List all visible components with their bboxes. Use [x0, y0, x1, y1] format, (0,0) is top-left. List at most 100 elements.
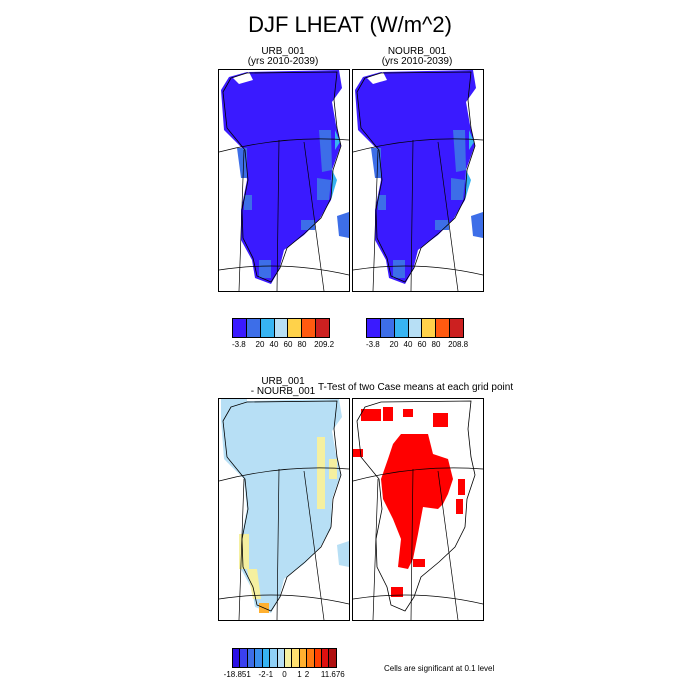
diff-map-panel	[218, 398, 350, 621]
longitude-lines	[238, 139, 325, 291]
diff-title-line1: URB_001	[261, 376, 305, 387]
diff-title-line2: - NOURB_001	[250, 386, 316, 397]
diff-colorbar-swatch	[284, 649, 293, 667]
latitude-line	[219, 138, 349, 153]
ttest-panel-title: T-Test of two Case means at each grid po…	[318, 382, 514, 393]
difference-cells-top	[221, 399, 247, 419]
nourb-colorbar-label: 80	[431, 340, 441, 349]
nourb-colorbar-label: -3.8	[365, 340, 380, 349]
coastline	[356, 400, 476, 612]
diff-colorbar-label: 11.676	[320, 670, 345, 679]
longitude-lines	[372, 139, 459, 291]
urb-colorbar-swatches	[232, 318, 330, 338]
latitude-line	[353, 138, 483, 153]
nourb-colorbar-label: 208.8	[448, 340, 469, 349]
urb-title-line2: (yrs 2010-2039)	[247, 56, 319, 67]
diff-map	[219, 399, 349, 620]
neighbour-land	[337, 212, 349, 238]
diff-colorbar-swatch	[262, 649, 271, 667]
urb-colorbar-labels: -3.8 20 40 60 80 209.2	[231, 338, 334, 350]
diff-colorbar: -18.851 -2 -1 0 1 2 11.676	[224, 648, 345, 680]
nourb-title-line1: NOURB_001	[387, 46, 447, 57]
urb-colorbar-swatch	[316, 319, 330, 337]
nourb-colorbar-label: 60	[417, 340, 427, 349]
longitude-lines	[372, 468, 459, 620]
latitude-line	[219, 265, 349, 276]
urb-map-panel	[218, 69, 350, 292]
unfilled-gap	[367, 72, 387, 84]
nourb-colorbar-swatch	[422, 319, 437, 337]
latitude-line	[353, 265, 483, 276]
edge-cells	[371, 130, 466, 278]
nourb-colorbar: -3.8 20 40 60 80 208.8	[365, 318, 468, 350]
diff-colorbar-swatch	[255, 649, 263, 667]
nourb-map	[353, 70, 483, 291]
latitude-line	[219, 467, 349, 482]
figure-title: DJF LHEAT (W/m^2)	[248, 12, 452, 37]
nourb-colorbar-swatch	[450, 319, 464, 337]
nourb-map-panel	[352, 69, 484, 292]
urb-colorbar-swatch	[288, 319, 303, 337]
diff-colorbar-swatch	[307, 649, 315, 667]
diff-colorbar-swatch	[292, 649, 300, 667]
diff-colorbar-label: 2	[304, 670, 310, 679]
urb-panel-title: URB_001 (yrs 2010-2039)	[218, 47, 348, 67]
urb-colorbar-label: -3.8	[231, 340, 246, 349]
significance-note: Cells are significant at 0.1 level	[384, 664, 495, 673]
ice-region	[221, 70, 342, 284]
diff-colorbar-swatch	[233, 649, 241, 667]
edge-cells-light	[465, 130, 474, 200]
diff-colorbar-swatch	[299, 649, 308, 667]
latitude-line	[353, 594, 483, 605]
unfilled-gap	[233, 72, 253, 84]
diff-colorbar-swatch	[314, 649, 323, 667]
diff-colorbar-label: 0	[282, 670, 287, 679]
diff-colorbar-swatch	[240, 649, 248, 667]
diff-colorbar-swatch	[270, 649, 278, 667]
ttest-map-panel	[352, 398, 484, 621]
urb-colorbar-swatch	[302, 319, 317, 337]
edge-cells	[237, 130, 332, 278]
diff-colorbar-label: -18.851	[223, 670, 251, 679]
urb-colorbar-label: 80	[297, 340, 307, 349]
diff-panel-title: URB_001 - NOURB_001	[218, 377, 348, 397]
nourb-colorbar-labels: -3.8 20 40 60 80 208.8	[365, 338, 468, 350]
urb-colorbar-swatch	[246, 319, 261, 337]
diff-colorbar-label: -1	[265, 670, 274, 679]
latitude-line	[219, 594, 349, 605]
urb-colorbar-swatch	[260, 319, 275, 337]
nourb-colorbar-swatch	[408, 319, 423, 337]
ttest-map	[353, 400, 483, 620]
nourb-title-line2: (yrs 2010-2039)	[381, 56, 453, 67]
coastline	[356, 71, 476, 283]
urb-title-line1: URB_001	[261, 46, 305, 57]
significant-cells	[381, 434, 453, 569]
nourb-panel-title: NOURB_001 (yrs 2010-2039)	[352, 47, 482, 67]
neighbour-land	[471, 212, 483, 238]
diff-colorbar-swatches	[232, 648, 337, 668]
ice-region	[355, 70, 476, 284]
nourb-colorbar-swatches	[366, 318, 464, 338]
urb-colorbar-label: 209.2	[314, 340, 335, 349]
nourb-colorbar-swatch	[436, 319, 451, 337]
diff-colorbar-swatch	[329, 649, 336, 667]
nourb-colorbar-swatch	[394, 319, 409, 337]
neighbour-land	[337, 541, 349, 567]
nourb-colorbar-label: 20	[389, 340, 399, 349]
urb-colorbar-swatch	[233, 319, 247, 337]
longitude-lines	[238, 468, 325, 620]
coastline	[222, 400, 342, 612]
nourb-colorbar-swatch	[380, 319, 395, 337]
diff-colorbar-swatch	[247, 649, 256, 667]
diff-colorbar-label: -2	[258, 670, 266, 679]
urb-colorbar-label: 40	[269, 340, 279, 349]
diff-colorbar-label: 1	[297, 670, 302, 679]
nourb-colorbar-label: 40	[403, 340, 413, 349]
diff-colorbar-swatch	[322, 649, 330, 667]
edge-cells-light	[331, 130, 340, 200]
difference-region	[221, 399, 342, 613]
diff-colorbar-swatch	[277, 649, 285, 667]
coastline	[222, 71, 342, 283]
urb-map	[219, 70, 349, 291]
latitude-line	[353, 467, 483, 482]
